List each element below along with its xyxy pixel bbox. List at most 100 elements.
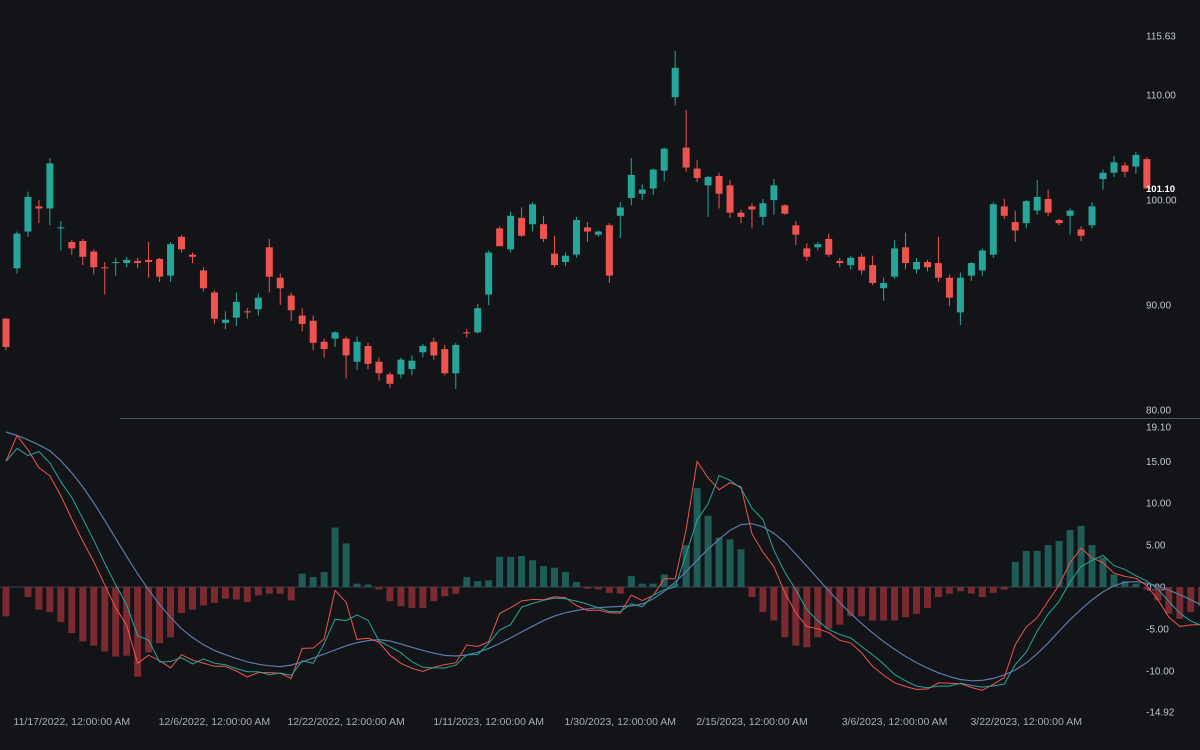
- histogram-bar: [891, 587, 899, 621]
- candle: [57, 221, 65, 251]
- histogram-bar: [649, 583, 657, 588]
- histogram-bar: [967, 587, 975, 594]
- candle-body: [923, 261, 931, 268]
- candle: [79, 238, 87, 266]
- candle: [945, 274, 953, 307]
- histogram-bar: [112, 587, 120, 657]
- candle: [616, 202, 624, 238]
- histogram-bar: [57, 587, 65, 623]
- candle-body: [178, 236, 186, 250]
- histogram-bar: [35, 587, 43, 610]
- macd-histogram: [2, 488, 1200, 677]
- candle-body: [1121, 165, 1129, 172]
- candle-body: [430, 341, 438, 356]
- candle-body: [46, 163, 54, 209]
- candle-body: [452, 344, 460, 374]
- candle: [331, 331, 339, 348]
- candle: [156, 257, 164, 282]
- candle-body: [408, 360, 416, 370]
- candle-body: [13, 233, 21, 269]
- oscillator-line: [5, 447, 1200, 689]
- histogram-bar: [825, 587, 833, 629]
- time-tick-label: 1/30/2023, 12:00:00 AM: [565, 716, 677, 728]
- candle: [452, 342, 460, 390]
- histogram-bar: [1121, 581, 1129, 588]
- candle-body: [759, 203, 767, 217]
- candle: [178, 234, 186, 253]
- candle: [561, 252, 569, 267]
- candle-body: [956, 277, 964, 313]
- candle: [660, 147, 668, 182]
- candle-body: [167, 244, 175, 276]
- candle-body: [978, 250, 986, 271]
- histogram-bar: [814, 587, 822, 638]
- candle: [1077, 226, 1085, 242]
- candle-body: [485, 252, 493, 295]
- candle-body: [814, 244, 822, 248]
- candle-body: [858, 256, 866, 271]
- histogram-bar: [353, 583, 361, 588]
- histogram-bar: [2, 587, 10, 617]
- candle: [792, 221, 800, 246]
- histogram-bar: [243, 587, 251, 603]
- candle: [682, 109, 690, 172]
- candle-body: [649, 169, 657, 189]
- candle: [167, 242, 175, 282]
- candle-body: [1033, 196, 1041, 211]
- histogram-bar: [1165, 587, 1173, 614]
- candle: [1033, 180, 1041, 215]
- histogram-bar: [693, 488, 701, 588]
- macd-tick-label: 19.10: [1146, 423, 1171, 434]
- histogram-bar: [715, 537, 723, 588]
- candle-body: [660, 148, 668, 171]
- histogram-bar: [682, 545, 690, 588]
- candle-body: [221, 319, 229, 323]
- histogram-bar: [1022, 550, 1030, 588]
- candle: [364, 342, 372, 370]
- histogram-bar: [342, 543, 350, 588]
- price-y-axis: 115.63 110.00 100.00 90.00 80.00: [1146, 32, 1177, 417]
- candlestick-series: [2, 51, 1151, 390]
- candle-body: [1143, 159, 1151, 189]
- candle-body: [891, 248, 899, 277]
- candle-body: [572, 220, 580, 255]
- candle: [1143, 157, 1151, 189]
- candle: [1044, 189, 1052, 216]
- candle: [320, 338, 328, 358]
- candle-body: [1077, 229, 1085, 236]
- price-tick-label: 100.00: [1146, 196, 1177, 207]
- candle-body: [1088, 206, 1096, 226]
- histogram-bar: [145, 587, 153, 653]
- macd-tick-label: 10.00: [1146, 499, 1171, 510]
- candle-body: [210, 292, 218, 319]
- candle-body: [68, 242, 76, 249]
- candle-body: [57, 227, 65, 229]
- candle-body: [1132, 154, 1140, 167]
- histogram-bar: [24, 587, 32, 598]
- candle: [836, 257, 844, 268]
- histogram-bar: [978, 587, 986, 598]
- candle: [770, 179, 778, 215]
- candle: [540, 215, 548, 243]
- candle-body: [627, 174, 635, 198]
- time-tick-label: 2/15/2023, 12:00:00 AM: [696, 716, 808, 728]
- histogram-bar: [1000, 587, 1008, 590]
- histogram-bar: [167, 587, 175, 638]
- candle: [518, 207, 526, 237]
- candle: [803, 243, 811, 261]
- candle-body: [945, 277, 953, 298]
- candle: [605, 223, 613, 283]
- histogram-bar: [101, 587, 109, 652]
- candle: [759, 199, 767, 226]
- candle-body: [364, 345, 372, 364]
- candle: [353, 336, 361, 371]
- histogram-bar: [803, 587, 811, 648]
- candle: [551, 235, 558, 268]
- candle: [704, 175, 712, 217]
- time-tick-label: 3/6/2023, 12:00:00 AM: [842, 716, 948, 728]
- histogram-bar: [134, 587, 142, 677]
- histogram-bar: [276, 587, 284, 594]
- histogram-bar: [989, 587, 997, 593]
